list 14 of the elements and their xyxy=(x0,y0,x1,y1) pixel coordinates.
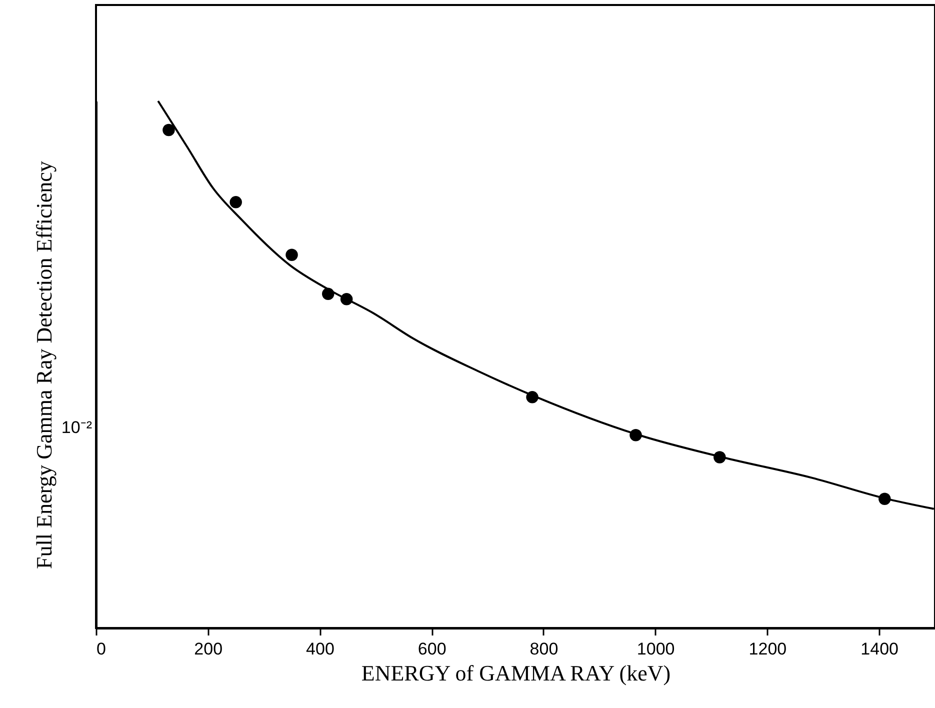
point xyxy=(230,196,242,208)
x-tick-label: 1200 xyxy=(748,640,787,658)
x-tick-label: 200 xyxy=(194,640,223,658)
x-tick-label: 0 xyxy=(96,640,106,658)
x-tick-label: 800 xyxy=(530,640,558,658)
text: 10⁻² xyxy=(61,418,92,437)
x-tick-label: 1400 xyxy=(860,640,898,658)
x-tick-label: 1000 xyxy=(636,640,675,658)
x-axis-title: ENERGY of GAMMA RAY (keV) xyxy=(361,660,671,686)
y-axis-title: Full Energy Gamma Ray Detection Efficiency xyxy=(32,161,56,569)
x-tick-label: 400 xyxy=(306,640,334,658)
point xyxy=(162,124,175,136)
point xyxy=(286,248,298,261)
x-tick-label: 600 xyxy=(418,640,446,658)
